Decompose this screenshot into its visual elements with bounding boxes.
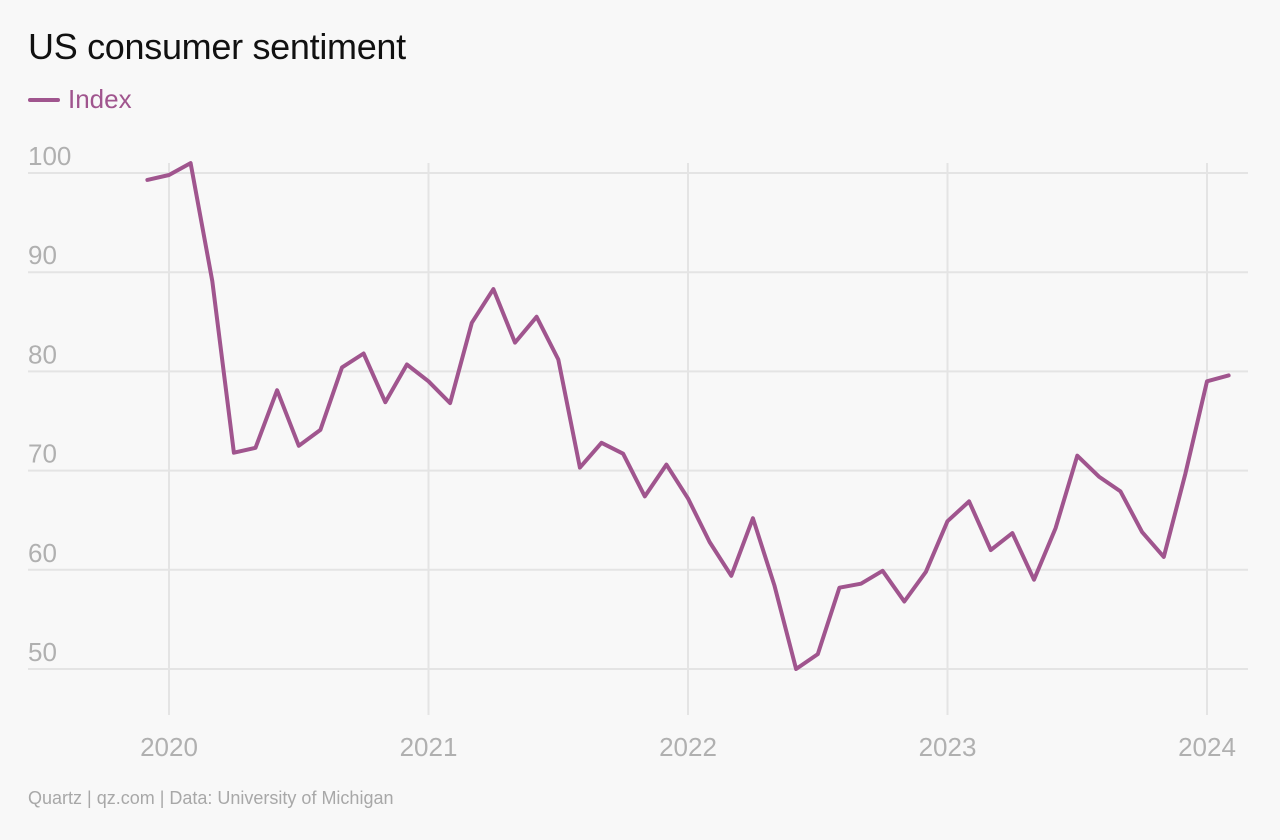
x-tick-label: 2023 (919, 732, 977, 762)
chart-title: US consumer sentiment (28, 26, 406, 67)
x-axis-ticks: 2020 2021 2022 2023 2024 (140, 732, 1236, 762)
legend: Index (28, 84, 132, 115)
legend-line-swatch (28, 97, 60, 102)
x-tick-label: 2021 (400, 732, 458, 762)
x-tick-label: 2024 (1178, 732, 1236, 762)
y-tick-label: 50 (28, 637, 57, 667)
y-tick-label: 80 (28, 339, 57, 369)
x-tick-label: 2020 (140, 732, 198, 762)
y-tick-label: 100 (28, 141, 71, 171)
y-tick-label: 70 (28, 439, 57, 469)
legend-label: Index (68, 84, 132, 114)
y-tick-label: 60 (28, 538, 57, 568)
y-axis-ticks: 100 90 80 70 60 50 (28, 141, 71, 667)
source-credit: Quartz | qz.com | Data: University of Mi… (28, 788, 394, 808)
x-tick-label: 2022 (659, 732, 717, 762)
series-line-index (145, 161, 1231, 671)
y-tick-label: 90 (28, 240, 57, 270)
grid-layer (28, 163, 1248, 715)
